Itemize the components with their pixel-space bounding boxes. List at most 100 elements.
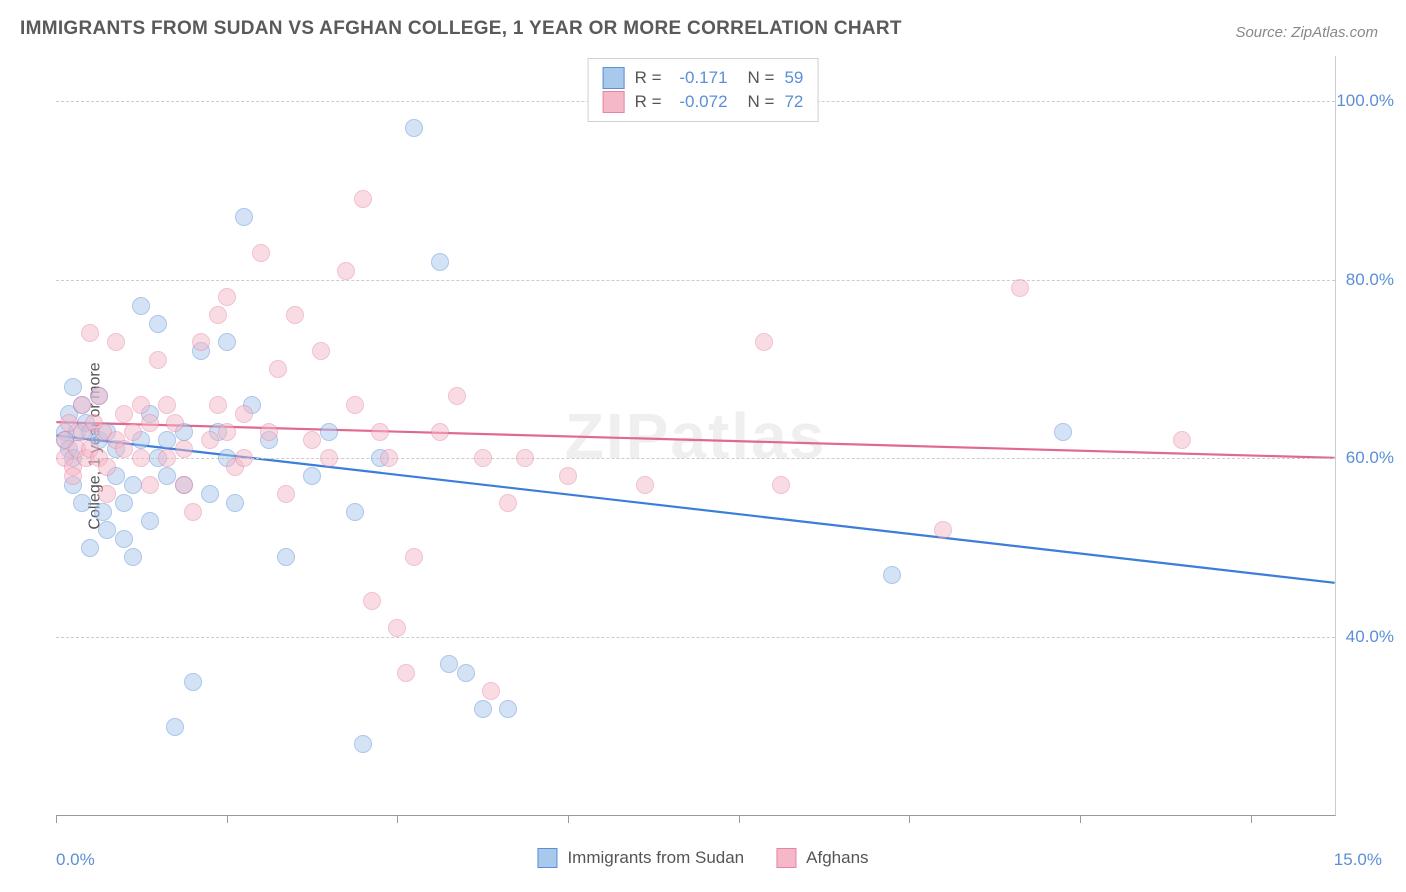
data-point-sudan bbox=[184, 673, 202, 691]
legend-r-value: -0.171 bbox=[672, 68, 728, 88]
data-point-afghans bbox=[380, 449, 398, 467]
data-point-sudan bbox=[235, 208, 253, 226]
data-point-sudan bbox=[277, 548, 295, 566]
data-point-afghans bbox=[320, 449, 338, 467]
data-point-sudan bbox=[115, 494, 133, 512]
x-axis-start-label: 0.0% bbox=[56, 850, 95, 870]
plot-area: ZIPatlas bbox=[56, 56, 1336, 816]
legend-r-label: R = bbox=[635, 68, 662, 88]
data-point-afghans bbox=[73, 396, 91, 414]
watermark: ZIPatlas bbox=[565, 399, 826, 473]
data-point-afghans bbox=[354, 190, 372, 208]
data-point-sudan bbox=[166, 718, 184, 736]
gridline bbox=[56, 637, 1335, 638]
data-point-sudan bbox=[64, 378, 82, 396]
legend-r-label: R = bbox=[635, 92, 662, 112]
data-point-afghans bbox=[448, 387, 466, 405]
x-tick bbox=[909, 815, 910, 823]
data-point-afghans bbox=[132, 396, 150, 414]
data-point-sudan bbox=[431, 253, 449, 271]
data-point-afghans bbox=[559, 467, 577, 485]
data-point-sudan bbox=[132, 297, 150, 315]
data-point-sudan bbox=[218, 333, 236, 351]
data-point-afghans bbox=[303, 431, 321, 449]
data-point-afghans bbox=[431, 423, 449, 441]
data-point-afghans bbox=[755, 333, 773, 351]
data-point-afghans bbox=[141, 476, 159, 494]
data-point-afghans bbox=[252, 244, 270, 262]
x-tick bbox=[1080, 815, 1081, 823]
legend-row-sudan: R = -0.171 N = 59 bbox=[603, 67, 804, 89]
data-point-afghans bbox=[235, 449, 253, 467]
data-point-afghans bbox=[98, 485, 116, 503]
data-point-afghans bbox=[218, 288, 236, 306]
legend-n-value: 59 bbox=[784, 68, 803, 88]
data-point-afghans bbox=[636, 476, 654, 494]
data-point-sudan bbox=[124, 476, 142, 494]
data-point-afghans bbox=[235, 405, 253, 423]
data-point-afghans bbox=[115, 440, 133, 458]
x-tick bbox=[739, 815, 740, 823]
x-tick bbox=[227, 815, 228, 823]
data-point-afghans bbox=[405, 548, 423, 566]
gridline bbox=[56, 280, 1335, 281]
data-point-sudan bbox=[883, 566, 901, 584]
data-point-afghans bbox=[482, 682, 500, 700]
data-point-afghans bbox=[141, 414, 159, 432]
data-point-afghans bbox=[124, 423, 142, 441]
data-point-afghans bbox=[934, 521, 952, 539]
data-point-afghans bbox=[346, 396, 364, 414]
data-point-afghans bbox=[772, 476, 790, 494]
data-point-afghans bbox=[260, 423, 278, 441]
data-point-afghans bbox=[397, 664, 415, 682]
data-point-afghans bbox=[1011, 279, 1029, 297]
data-point-afghans bbox=[312, 342, 330, 360]
data-point-afghans bbox=[337, 262, 355, 280]
data-point-afghans bbox=[277, 485, 295, 503]
data-point-afghans bbox=[371, 423, 389, 441]
data-point-afghans bbox=[81, 324, 99, 342]
data-point-sudan bbox=[81, 539, 99, 557]
data-point-sudan bbox=[320, 423, 338, 441]
y-tick-label: 60.0% bbox=[1346, 448, 1394, 468]
x-tick bbox=[56, 815, 57, 823]
series-legend: Immigrants from SudanAfghans bbox=[537, 846, 868, 870]
x-tick bbox=[1251, 815, 1252, 823]
data-point-sudan bbox=[94, 503, 112, 521]
data-point-sudan bbox=[405, 119, 423, 137]
legend-swatch bbox=[603, 67, 625, 89]
data-point-afghans bbox=[209, 306, 227, 324]
data-point-afghans bbox=[98, 458, 116, 476]
data-point-afghans bbox=[175, 476, 193, 494]
legend-swatch bbox=[603, 91, 625, 113]
y-tick-label: 100.0% bbox=[1336, 91, 1394, 111]
data-point-sudan bbox=[440, 655, 458, 673]
legend-n-label: N = bbox=[748, 68, 775, 88]
correlation-legend: R =-0.171N =59R =-0.072N =72 bbox=[588, 58, 819, 122]
data-point-afghans bbox=[286, 306, 304, 324]
legend-row-afghans: R =-0.072N =72 bbox=[603, 91, 804, 113]
data-point-afghans bbox=[388, 619, 406, 637]
data-point-sudan bbox=[141, 512, 159, 530]
data-point-afghans bbox=[149, 351, 167, 369]
data-point-sudan bbox=[158, 431, 176, 449]
data-point-afghans bbox=[474, 449, 492, 467]
legend-n-value: 72 bbox=[784, 92, 803, 112]
data-point-afghans bbox=[363, 592, 381, 610]
data-point-sudan bbox=[354, 735, 372, 753]
legend-n-label: N = bbox=[748, 92, 775, 112]
data-point-sudan bbox=[158, 467, 176, 485]
x-tick bbox=[568, 815, 569, 823]
data-point-sudan bbox=[1054, 423, 1072, 441]
series-label: Immigrants from Sudan bbox=[567, 848, 744, 868]
data-point-afghans bbox=[107, 333, 125, 351]
data-point-sudan bbox=[201, 485, 219, 503]
data-point-sudan bbox=[499, 700, 517, 718]
data-point-sudan bbox=[346, 503, 364, 521]
source-attribution: Source: ZipAtlas.com bbox=[1235, 24, 1378, 41]
data-point-sudan bbox=[73, 494, 91, 512]
data-point-afghans bbox=[158, 449, 176, 467]
legend-swatch bbox=[776, 848, 796, 868]
data-point-afghans bbox=[516, 449, 534, 467]
data-point-afghans bbox=[132, 449, 150, 467]
